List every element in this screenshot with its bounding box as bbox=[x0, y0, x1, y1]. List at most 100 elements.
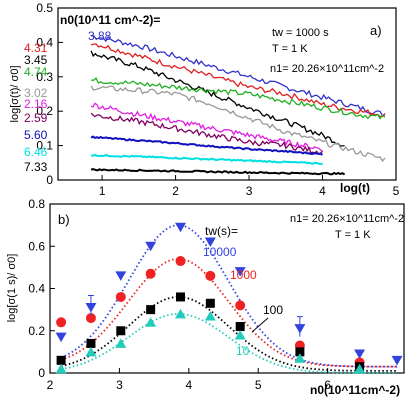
data-point-b bbox=[205, 270, 216, 281]
annotation-a-n1: n1= 20.26×10^11cm^-2 bbox=[270, 63, 384, 75]
legend-entry-b: 10000 bbox=[203, 245, 237, 259]
annotation-a-temp: T = 1 K bbox=[272, 43, 308, 55]
data-point-b bbox=[86, 338, 96, 348]
x-tick-label-a: 3 bbox=[246, 184, 253, 198]
data-point-b bbox=[204, 237, 216, 248]
data-point-b bbox=[56, 317, 67, 328]
legend-entry-a: 3.88 bbox=[88, 29, 112, 43]
y-axis-label-a: log[σ(t)/ σ0] bbox=[9, 66, 21, 123]
x-axis-label-b: n0(10^11cm^-2) bbox=[310, 383, 400, 397]
series-line-a bbox=[90, 43, 386, 118]
data-point-b bbox=[56, 355, 66, 365]
data-point-b bbox=[55, 332, 67, 343]
legend-entry-b: 100 bbox=[263, 303, 283, 317]
data-point-b bbox=[115, 271, 127, 281]
data-point-b bbox=[85, 313, 96, 324]
x-tick-label-a: 4 bbox=[319, 184, 326, 198]
legend-a: 3.88 4.313.454.74 3.022.162.59 5.60 6.467.33 bbox=[24, 29, 112, 174]
legend-entry-a: 3.45 bbox=[24, 53, 48, 67]
data-point-b bbox=[391, 355, 403, 366]
data-point-b bbox=[235, 322, 245, 332]
data-point-b bbox=[145, 268, 156, 279]
panel-label-b: b) bbox=[58, 212, 70, 227]
annotation-b-temp: T = 1 K bbox=[335, 229, 371, 241]
data-point-b bbox=[294, 353, 306, 363]
data-point-b bbox=[116, 326, 126, 336]
x-tick-label-a: 5 bbox=[393, 184, 400, 198]
fit-curve-b bbox=[60, 257, 398, 368]
x-axis-label-a: log(t) bbox=[340, 181, 370, 195]
plot-frame-a bbox=[57, 7, 397, 181]
data-point-b bbox=[85, 346, 97, 357]
legend-title-a: n0(10^11 cm^-2)= bbox=[60, 13, 160, 27]
data-point-b bbox=[354, 363, 366, 374]
data-point-b bbox=[175, 292, 185, 302]
series-line-a bbox=[91, 77, 386, 120]
y-tick-label-a: 0.2 bbox=[36, 104, 53, 118]
data-point-b bbox=[115, 338, 127, 348]
fit-curve-b bbox=[60, 296, 398, 372]
y-tick-label-a: 0.1 bbox=[36, 139, 53, 153]
data-point-b bbox=[205, 298, 215, 308]
annotation-b-n1: n1= 20.26×10^11cm^-2 bbox=[290, 213, 404, 225]
panel-b: 2 3 4 5 6 0 0.2 0.4 0.6 0.8 10000 1000 100 10 log[σ(… bbox=[6, 197, 405, 397]
data-point-b bbox=[55, 363, 67, 374]
data-point-b bbox=[115, 291, 126, 302]
y-tick-label-b: 0.8 bbox=[28, 197, 45, 211]
series-group-a bbox=[90, 34, 386, 176]
legend-entry-a: 4.31 bbox=[24, 41, 48, 55]
fit-curve-b bbox=[60, 313, 398, 374]
series-line-a bbox=[90, 153, 323, 166]
x-tick-label-b: 5 bbox=[255, 378, 262, 392]
legend-entry-b: 10 bbox=[236, 344, 250, 358]
y-tick-label-b: 0 bbox=[38, 366, 45, 380]
data-point-b bbox=[204, 310, 216, 321]
data-point-b bbox=[145, 317, 157, 327]
data-point-b bbox=[234, 329, 246, 340]
ticks-b: 2 3 4 5 6 0 0.2 0.4 0.6 0.8 bbox=[28, 197, 331, 392]
x-tick-label-b: 3 bbox=[116, 378, 123, 392]
series-line-a bbox=[90, 85, 386, 162]
panel-label-a: a) bbox=[370, 23, 382, 38]
data-point-b bbox=[174, 222, 186, 233]
annotation-a-tw: tw = 1000 s bbox=[272, 27, 329, 39]
y-tick-label-a: 0 bbox=[46, 173, 53, 187]
y-tick-label-a: 0.5 bbox=[36, 1, 53, 15]
data-point-b bbox=[174, 308, 186, 319]
data-point-b bbox=[145, 241, 157, 252]
y-tick-label-b: 0.4 bbox=[28, 282, 45, 296]
data-point-b bbox=[234, 267, 246, 277]
x-tick-label-a: 1 bbox=[99, 184, 106, 198]
data-point-b bbox=[235, 300, 246, 311]
x-tick-label-a: 2 bbox=[172, 184, 179, 198]
y-tick-label-a: 0.4 bbox=[36, 35, 53, 49]
x-tick-label-b: 2 bbox=[47, 378, 54, 392]
legend-entry-a: 4.74 bbox=[24, 65, 48, 79]
data-point-b bbox=[295, 347, 305, 357]
data-point-b bbox=[146, 305, 156, 315]
legend-entry-a: 5.60 bbox=[24, 128, 48, 142]
series-line-a bbox=[90, 135, 323, 156]
legend-entry-a: 7.33 bbox=[24, 160, 48, 174]
series-line-a bbox=[91, 34, 386, 117]
data-point-b bbox=[354, 349, 366, 359]
x-tick-label-b: 6 bbox=[324, 378, 331, 392]
series-group-b bbox=[55, 222, 403, 374]
series-line-a bbox=[90, 102, 323, 152]
ticks-a: 1 2 3 4 5 0 0.1 0.2 0.3 0.4 0.5 bbox=[36, 1, 399, 198]
series-line-a bbox=[90, 112, 323, 156]
legend-b: 10000 1000 100 10 bbox=[203, 245, 283, 358]
series-line-a bbox=[90, 168, 346, 176]
y-tick-label-a: 0.3 bbox=[36, 70, 53, 84]
series-line-a bbox=[90, 50, 345, 147]
fit-curve-b bbox=[60, 224, 398, 368]
legend-entry-a: 2.59 bbox=[24, 111, 48, 125]
legend-entry-a: 6.46 bbox=[24, 145, 48, 159]
legend-title-b: tw(s)= bbox=[205, 224, 238, 238]
y-tick-label-b: 0.6 bbox=[28, 239, 45, 253]
label-pointer-b bbox=[251, 317, 269, 333]
legend-entry-a: 3.02 bbox=[24, 86, 48, 100]
y-tick-label-b: 0.2 bbox=[28, 324, 45, 338]
data-point-b bbox=[175, 256, 186, 267]
